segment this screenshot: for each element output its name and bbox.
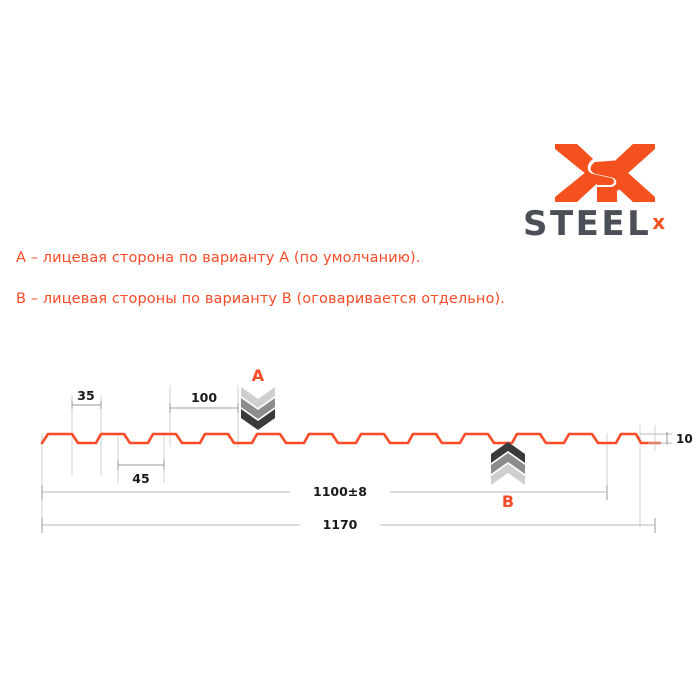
profile-cross-section: [40, 432, 662, 445]
chevron-down-icon: [241, 398, 275, 419]
marker-a-label: A: [252, 366, 265, 385]
dimension-label-100: 100: [191, 390, 217, 405]
dimension-label-10: 10: [676, 432, 693, 446]
caption-variant-b: B – лицевая стороны по варианту B (огова…: [16, 291, 505, 307]
marker-b-label: B: [502, 492, 514, 511]
dimension-label-45: 45: [132, 471, 149, 486]
logo-word-steel: STEEL: [523, 204, 652, 244]
chevron-down-icon: [241, 387, 275, 408]
dimension-height: 10: [640, 432, 693, 446]
chevron-down-icon: [241, 409, 275, 430]
steelx-logo: STEEL x: [523, 143, 689, 245]
caption-variant-a: A – лицевая сторона по варианту А (по ум…: [16, 250, 421, 266]
dimension-rib-top: 35: [71, 388, 102, 409]
profile-technical-drawing: 35 100 45: [0, 355, 700, 545]
dimension-pitch: 100: [169, 390, 239, 413]
dimension-label-1170: 1170: [323, 517, 358, 532]
marker-b: B: [491, 442, 525, 511]
logo-wordmark: STEEL x: [523, 205, 689, 241]
dimension-label-1100: 1100±8: [313, 484, 367, 499]
chevron-up-icon: [491, 442, 525, 463]
extension-lines: [41, 385, 656, 527]
dimension-working-width: 1100±8: [41, 484, 608, 500]
dimension-overall-width: 1170: [41, 517, 656, 533]
marker-a: A: [241, 366, 275, 430]
chevron-up-icon: [491, 453, 525, 474]
chevron-up-icon: [491, 464, 525, 485]
dimension-label-35: 35: [77, 388, 94, 403]
dimension-valley: 45: [117, 460, 165, 486]
logo-word-x: x: [652, 210, 666, 234]
x-logo-icon: [553, 143, 657, 203]
